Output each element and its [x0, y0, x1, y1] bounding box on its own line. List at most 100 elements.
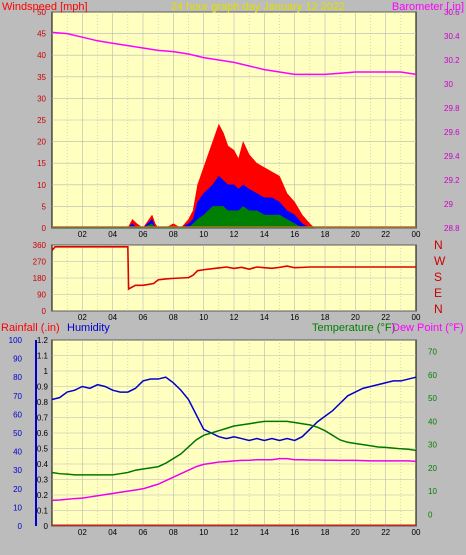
compass-n2-label: N [434, 302, 443, 316]
x-tick-label: 06 [139, 313, 148, 322]
temp-y-tick: 70 [428, 348, 437, 357]
humidity-y-tick: 20 [13, 485, 22, 494]
wind-y-tick: 25 [37, 116, 46, 125]
humidity-y-tick: 70 [13, 392, 22, 401]
x-tick-label: 12 [230, 230, 239, 239]
direction-y-tick: 0 [42, 307, 47, 316]
wind-y-tick: 0 [42, 224, 47, 233]
rain-y-tick: 0.4 [37, 460, 49, 469]
x-tick-label: 00 [412, 313, 421, 322]
wind-y-tick: 10 [37, 181, 46, 190]
x-tick-label: 18 [321, 230, 330, 239]
compass-e-label: E [434, 286, 442, 300]
x-tick-label: 08 [169, 313, 178, 322]
rain-y-tick: 1.1 [37, 352, 49, 361]
x-tick-label: 16 [290, 230, 299, 239]
temp-y-tick: 10 [428, 487, 437, 496]
x-tick-label: 02 [78, 313, 87, 322]
wind-low-series [52, 206, 315, 229]
x-tick-label: 06 [139, 528, 148, 537]
rain-y-tick: 0.8 [37, 398, 49, 407]
rain-y-tick: 0.6 [37, 429, 49, 438]
wind-y-tick: 30 [37, 94, 46, 103]
x-tick-label: 02 [78, 230, 87, 239]
rain-y-tick: 0.3 [37, 476, 49, 485]
baro-y-tick: 30 [444, 80, 453, 89]
wind-y-tick: 35 [37, 73, 46, 82]
x-tick-label: 22 [381, 313, 390, 322]
direction-y-tick: 90 [37, 291, 46, 300]
x-tick-label: 04 [108, 528, 117, 537]
x-tick-label: 08 [169, 528, 178, 537]
x-tick-label: 22 [381, 528, 390, 537]
series-layer [51, 31, 417, 526]
baro-y-tick: 30.6 [444, 8, 460, 17]
x-tick-label: 12 [230, 313, 239, 322]
rain-y-tick: 1 [44, 367, 49, 376]
chart-title: 24 hour graph day January 12 2022 [171, 1, 345, 13]
x-tick-label: 18 [321, 528, 330, 537]
humidity-series [51, 376, 417, 442]
windspeed-axis-label: Windspeed [mph] [2, 1, 88, 13]
humidity-axis-label: Humidity [67, 322, 110, 334]
humidity-y-tick: 10 [13, 503, 22, 512]
rain-y-tick: 0 [44, 522, 49, 531]
x-tick-label: 20 [351, 528, 360, 537]
humidity-y-tick: 30 [13, 466, 22, 475]
temperature-series [51, 420, 417, 476]
rainfall-axis-label: Rainfall (.in) [1, 322, 60, 334]
x-tick-label: 06 [139, 230, 148, 239]
x-tick-label: 08 [169, 230, 178, 239]
temp-y-tick: 60 [428, 371, 437, 380]
baro-y-tick: 29.8 [444, 104, 460, 113]
x-tick-label: 18 [321, 313, 330, 322]
baro-y-tick: 30.2 [444, 56, 460, 65]
dewpoint-series [51, 457, 417, 502]
direction-y-tick: 270 [33, 258, 47, 267]
baro-y-tick: 30.4 [444, 32, 460, 41]
barometer-axis-label: Barometer [.in] [392, 1, 464, 13]
x-tick-label: 12 [230, 528, 239, 537]
humidity-y-tick: 90 [13, 355, 22, 364]
x-tick-label: 10 [199, 230, 208, 239]
baro-y-tick: 29.4 [444, 152, 460, 161]
wind-y-tick: 15 [37, 159, 46, 168]
x-tick-label: 22 [381, 230, 390, 239]
x-tick-label: 16 [290, 528, 299, 537]
baro-y-tick: 29.6 [444, 128, 460, 137]
x-tick-label: 04 [108, 230, 117, 239]
temp-y-tick: 50 [428, 394, 437, 403]
wind-y-tick: 40 [37, 51, 46, 60]
humidity-y-tick: 100 [9, 336, 23, 345]
rain-y-tick: 0.1 [37, 507, 49, 516]
wind-y-tick: 5 [42, 202, 47, 211]
x-tick-label: 14 [260, 313, 269, 322]
compass-w-label: W [434, 254, 446, 268]
x-tick-label: 00 [412, 528, 421, 537]
direction-series [51, 246, 416, 291]
x-tick-label: 02 [78, 528, 87, 537]
x-tick-label: 20 [351, 230, 360, 239]
wind-y-tick: 45 [37, 30, 46, 39]
x-tick-label: 00 [412, 230, 421, 239]
rain-y-tick: 0.7 [37, 414, 49, 423]
humidity-y-tick: 60 [13, 410, 22, 419]
rain-y-tick: 0.5 [37, 445, 49, 454]
direction-y-tick: 360 [33, 241, 47, 250]
rain-y-tick: 1.2 [37, 336, 49, 345]
x-tick-label: 16 [290, 313, 299, 322]
x-tick-label: 14 [260, 528, 269, 537]
baro-y-tick: 28.8 [444, 224, 460, 233]
x-tick-label: 14 [260, 230, 269, 239]
rain-y-tick: 0.2 [37, 491, 49, 500]
wind-y-tick: 50 [37, 8, 46, 17]
compass-s-label: S [434, 270, 442, 284]
humidity-y-tick: 40 [13, 448, 22, 457]
rain-y-tick: 0.9 [37, 383, 49, 392]
barometer-series [51, 31, 417, 76]
baro-y-tick: 29 [444, 200, 453, 209]
compass-n-label: N [434, 238, 443, 252]
temp-y-tick: 0 [428, 510, 433, 519]
